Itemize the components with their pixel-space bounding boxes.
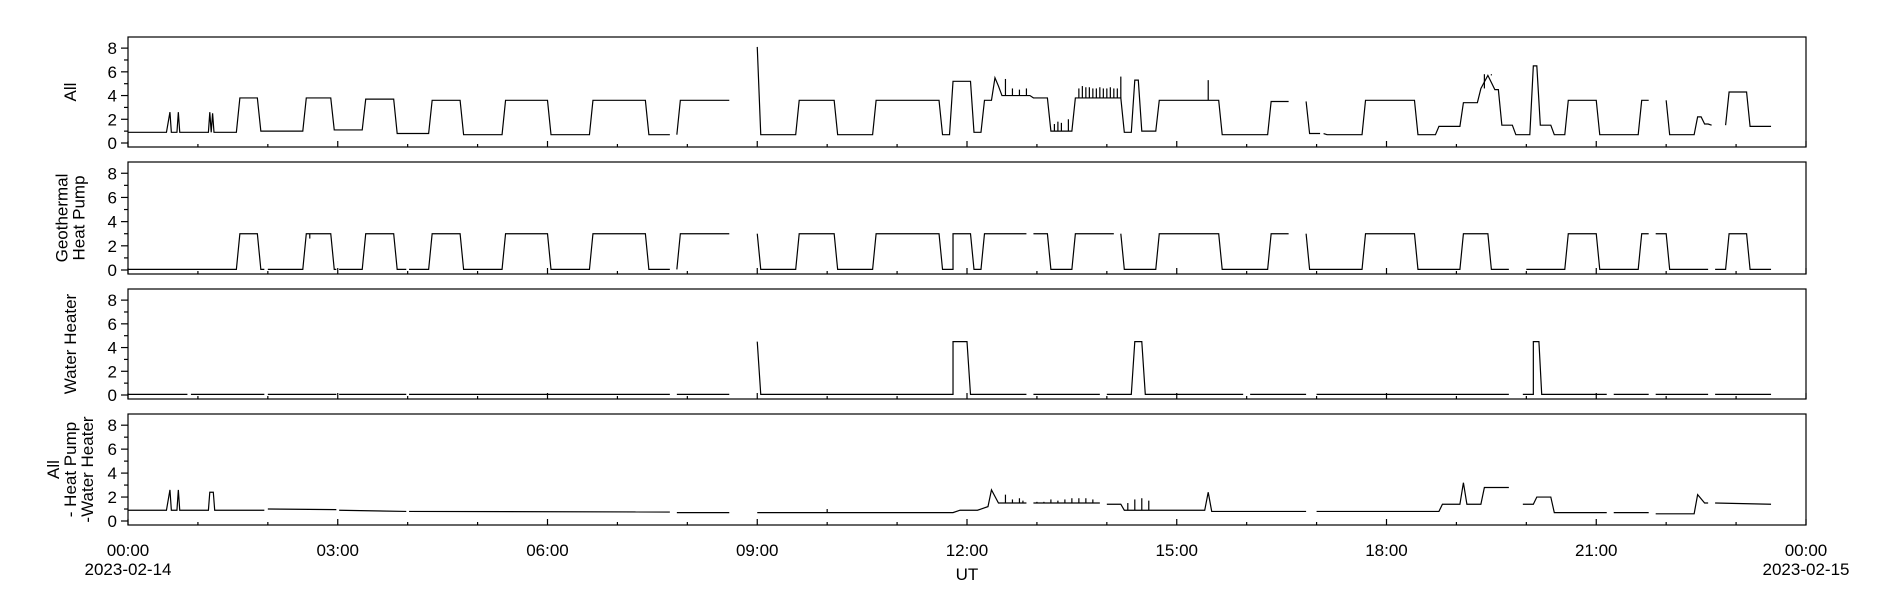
panel-2: 0 2 4 6 8 GeothermalHeat Pump xyxy=(53,161,1807,280)
y-tick-label: 8 xyxy=(108,164,117,183)
y-tick-label: 6 xyxy=(108,315,117,334)
series-line xyxy=(267,508,337,511)
y-axis-label: GeothermalHeat Pump xyxy=(53,174,89,263)
y-tick-label: 6 xyxy=(108,440,117,459)
y-tick-label: 8 xyxy=(108,291,117,310)
y-axis-label-line: All xyxy=(61,83,80,102)
y-axis-label-line: Heat Pump xyxy=(70,175,89,260)
series-line xyxy=(1725,91,1772,127)
y-axis-label-line: - Heat Pump xyxy=(61,422,80,517)
series-line xyxy=(409,233,670,270)
series-line xyxy=(128,233,265,270)
y-tick-label: 4 xyxy=(108,87,117,106)
y-tick-label: 8 xyxy=(108,39,117,58)
y-tick-label: 2 xyxy=(108,488,117,507)
y-axis-label: Water Heater xyxy=(61,293,80,394)
series-line xyxy=(676,99,730,135)
y-tick-label: 0 xyxy=(108,386,117,405)
series-line xyxy=(409,510,670,513)
y-tick-label: 8 xyxy=(108,416,117,435)
x-tick-label: 00:00 xyxy=(107,541,150,560)
y-tick-label: 2 xyxy=(108,110,117,129)
series-line xyxy=(1316,482,1509,513)
series-line xyxy=(1033,233,1114,270)
y-axis-label-line: Geothermal xyxy=(53,174,72,263)
panel-1: 0 2 4 6 8 All xyxy=(61,36,1807,153)
y-tick-label: 4 xyxy=(108,339,117,358)
series-line xyxy=(1665,100,1712,136)
x-tick-label: 06:00 xyxy=(526,541,569,560)
x-tick-sublabel: 2023-02-15 xyxy=(1763,560,1850,579)
series-line xyxy=(756,233,1027,270)
y-axis-label-line: Water Heater xyxy=(61,293,80,394)
panel-4: 0 2 4 6 8 All- Heat Pump-Water Heater xyxy=(44,413,1807,531)
series-line xyxy=(1522,496,1607,514)
series-line xyxy=(757,488,1027,514)
series-line xyxy=(1305,233,1509,270)
x-tick-label: 21:00 xyxy=(1575,541,1618,560)
series-line xyxy=(756,46,1289,136)
series-line xyxy=(1715,233,1772,270)
y-tick-label: 0 xyxy=(108,512,117,531)
series-line xyxy=(1655,233,1709,270)
y-tick-label: 2 xyxy=(108,362,117,381)
panel-frame xyxy=(127,161,1807,275)
panel-3: 0 2 4 6 8 Water Heater xyxy=(61,288,1807,405)
y-tick-label: 0 xyxy=(108,261,117,280)
y-tick-label: 2 xyxy=(108,237,117,256)
y-tick-label: 4 xyxy=(108,464,117,483)
y-axis-label: All xyxy=(61,83,80,102)
x-tick-label: 12:00 xyxy=(946,541,989,560)
x-tick-label: 00:00 xyxy=(1785,541,1828,560)
series-line xyxy=(1323,65,1649,136)
series-line xyxy=(676,233,730,270)
panel-frame xyxy=(127,413,1807,526)
x-tick-sublabel: 2023-02-14 xyxy=(85,560,172,579)
x-tick-label: 09:00 xyxy=(736,541,779,560)
series-line xyxy=(1120,233,1289,270)
series-line xyxy=(1106,492,1307,513)
panel-frame xyxy=(127,36,1807,148)
series-line xyxy=(1106,341,1244,396)
series-line xyxy=(339,233,407,270)
x-tick-label: 03:00 xyxy=(316,541,359,560)
y-axis-label-line: -Water Heater xyxy=(78,416,97,522)
series-line xyxy=(267,233,337,270)
series-line xyxy=(756,341,1027,396)
y-tick-label: 4 xyxy=(108,213,117,232)
x-tick-label: 15:00 xyxy=(1155,541,1198,560)
series-line xyxy=(128,489,265,511)
y-tick-label: 6 xyxy=(108,188,117,207)
y-tick-label: 0 xyxy=(108,134,117,153)
y-tick-label: 6 xyxy=(108,63,117,82)
series-line xyxy=(128,97,670,136)
series-line xyxy=(1715,502,1772,505)
series-line xyxy=(1305,101,1321,135)
series-line xyxy=(1522,341,1607,396)
series-line xyxy=(1526,233,1649,270)
series-line xyxy=(339,509,407,513)
series-line xyxy=(1655,493,1709,515)
y-axis-label: All- Heat Pump-Water Heater xyxy=(44,416,97,522)
y-axis-label-line: All xyxy=(44,460,63,479)
x-axis-label: UT xyxy=(956,565,979,584)
x-tick-label: 18:00 xyxy=(1365,541,1408,560)
panels: 0 2 4 6 8 All 0 2 4 6 8 GeothermalHeat Pump 0 2 4 6 8 Wat… xyxy=(44,36,1807,531)
